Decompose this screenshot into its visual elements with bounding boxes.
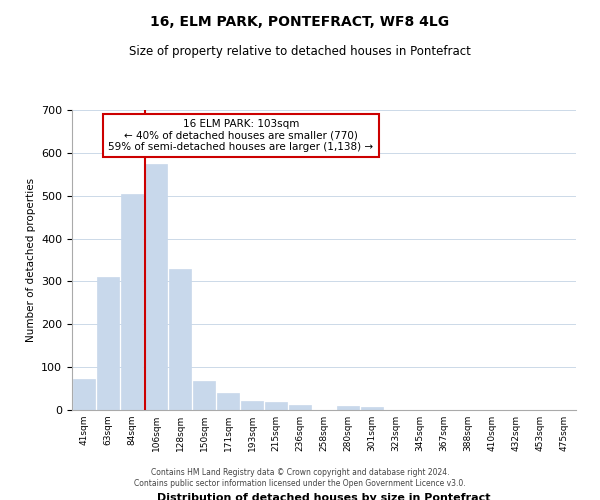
Y-axis label: Number of detached properties: Number of detached properties xyxy=(26,178,35,342)
Bar xyxy=(169,270,191,410)
Bar xyxy=(265,402,287,410)
Bar xyxy=(361,408,383,410)
Bar xyxy=(289,405,311,410)
Bar xyxy=(193,381,215,410)
Bar xyxy=(217,393,239,410)
Bar xyxy=(145,164,167,410)
Bar xyxy=(337,406,359,410)
Text: 16, ELM PARK, PONTEFRACT, WF8 4LG: 16, ELM PARK, PONTEFRACT, WF8 4LG xyxy=(151,15,449,29)
X-axis label: Distribution of detached houses by size in Pontefract: Distribution of detached houses by size … xyxy=(157,493,491,500)
Text: 16 ELM PARK: 103sqm
← 40% of detached houses are smaller (770)
59% of semi-detac: 16 ELM PARK: 103sqm ← 40% of detached ho… xyxy=(108,119,373,152)
Bar xyxy=(241,402,263,410)
Bar xyxy=(97,276,119,410)
Bar xyxy=(73,378,95,410)
Text: Contains HM Land Registry data © Crown copyright and database right 2024.
Contai: Contains HM Land Registry data © Crown c… xyxy=(134,468,466,487)
Text: Size of property relative to detached houses in Pontefract: Size of property relative to detached ho… xyxy=(129,45,471,58)
Bar xyxy=(121,194,143,410)
